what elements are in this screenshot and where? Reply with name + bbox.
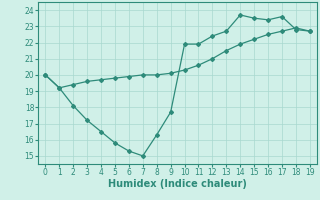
- X-axis label: Humidex (Indice chaleur): Humidex (Indice chaleur): [108, 179, 247, 189]
